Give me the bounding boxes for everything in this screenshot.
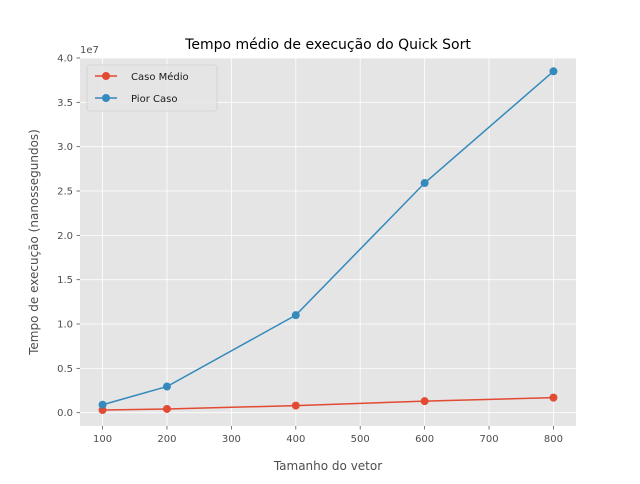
data-point-caso-medio (162, 404, 171, 413)
x-tick-label: 400 (286, 434, 305, 445)
grid-lines (80, 57, 576, 426)
data-point-pior-caso (420, 179, 429, 188)
legend-marker-pior-caso (102, 94, 110, 102)
data-point-pior-caso (549, 67, 558, 76)
axis-ticks: 100 200 300 400 500 600 700 800 0.0 0.5 1.0 1.5 2.0 2… (57, 54, 563, 446)
legend-label-caso-medio: Caso Médio (131, 71, 189, 83)
data-point-caso-medio (291, 401, 300, 410)
x-tick-label: 300 (222, 434, 241, 445)
y-axis-offset-label: 1e7 (80, 45, 99, 56)
x-tick-label: 800 (544, 434, 563, 445)
y-tick-label: 2.0 (57, 231, 73, 242)
y-tick-label: 2.5 (57, 187, 73, 198)
data-point-pior-caso (98, 400, 107, 409)
y-tick-label: 1.5 (57, 275, 73, 286)
legend-label-pior-caso: Pior Caso (131, 94, 177, 105)
data-point-caso-medio (549, 393, 558, 402)
data-point-pior-caso (291, 311, 300, 320)
legend-box (86, 64, 218, 112)
y-axis-label: Tempo de execução (nanossegundos) (27, 129, 41, 356)
data-series (98, 67, 558, 415)
x-tick-label: 200 (157, 434, 176, 445)
y-tick-label: 0.5 (57, 364, 73, 375)
data-point-pior-caso (162, 382, 171, 391)
plot-background (80, 58, 576, 426)
y-tick-label: 3.0 (57, 142, 73, 153)
chart-title: Tempo médio de execução do Quick Sort (184, 37, 471, 53)
data-point-caso-medio (420, 397, 429, 406)
x-axis-label: Tamanho do vetor (273, 459, 382, 473)
y-tick-label: 4.0 (57, 54, 73, 65)
x-tick-label: 700 (479, 434, 498, 445)
x-tick-label: 100 (93, 434, 112, 445)
y-tick-label: 1.0 (57, 320, 73, 331)
x-tick-label: 600 (415, 434, 434, 445)
legend: Caso Médio Pior Caso (86, 64, 218, 112)
x-tick-label: 500 (351, 434, 370, 445)
y-tick-label: 3.5 (57, 98, 73, 109)
legend-marker-caso-medio (102, 72, 110, 80)
y-tick-label: 0.0 (57, 408, 73, 419)
